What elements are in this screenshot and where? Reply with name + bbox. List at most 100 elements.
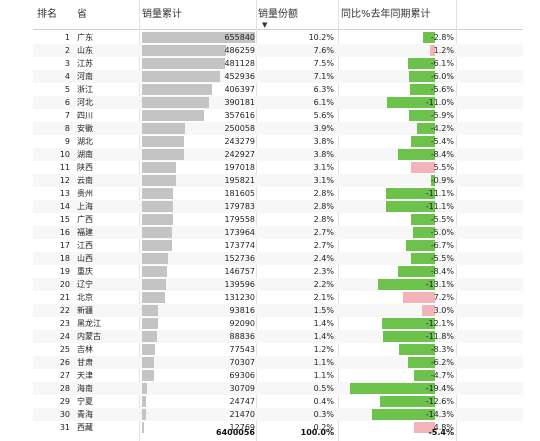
table-row[interactable]: 2 山东 486259 7.6% 1.2%: [0, 44, 540, 57]
province-cell: 云南: [77, 176, 93, 185]
total-yoy: -5.4%: [428, 428, 454, 437]
yoy-negative-bar: [414, 370, 435, 381]
table-row[interactable]: 14 上海 179783 2.8% -11.1%: [0, 200, 540, 213]
column-header-province[interactable]: 省: [77, 9, 87, 20]
yoy-value: -14.3%: [425, 410, 454, 419]
table-row[interactable]: 11 陕西 197018 3.1% 5.5%: [0, 161, 540, 174]
rank-cell: 23: [59, 319, 70, 328]
table-row[interactable]: 24 内蒙古 88836 1.4% -11.8%: [0, 330, 540, 343]
table-row[interactable]: 17 江西 173774 2.7% -6.7%: [0, 239, 540, 252]
sales-value: 152736: [224, 254, 255, 263]
rank-cell: 13: [59, 189, 70, 198]
table-row[interactable]: 19 重庆 146757 2.3% -8.4%: [0, 265, 540, 278]
yoy-negative-bar: [398, 266, 435, 277]
table-row[interactable]: 8 安徽 250058 3.9% -4.2%: [0, 122, 540, 135]
sales-bar: [142, 84, 213, 95]
table-row[interactable]: 30 青海 21470 0.3% -14.3%: [0, 408, 540, 421]
table-row[interactable]: 6 河北 390181 6.1% -11.0%: [0, 96, 540, 109]
sales-bar: [142, 409, 146, 420]
rank-cell: 10: [59, 150, 70, 159]
table-row[interactable]: 29 宁夏 24747 0.4% -12.6%: [0, 395, 540, 408]
share-value: 2.7%: [313, 241, 334, 250]
rank-cell: 8: [64, 124, 70, 133]
total-share: 100.0%: [300, 428, 334, 437]
share-value: 1.4%: [313, 319, 334, 328]
sales-value: 197018: [224, 163, 255, 172]
sales-bar: [142, 305, 159, 316]
table-row[interactable]: 13 贵州 181605 2.8% -11.1%: [0, 187, 540, 200]
table-row[interactable]: 12 云南 195821 3.1% -0.9%: [0, 174, 540, 187]
yoy-value: 3.0%: [433, 306, 454, 315]
province-cell: 浙江: [77, 85, 93, 94]
yoy-negative-bar: [410, 214, 435, 225]
yoy-value: -11.0%: [425, 98, 454, 107]
yoy-negative-bar: [386, 201, 435, 212]
share-value: 2.8%: [313, 189, 334, 198]
table-row[interactable]: 1 广东 655840 10.2% -2.8%: [0, 31, 540, 44]
table-row[interactable]: 15 广西 179558 2.8% -5.5%: [0, 213, 540, 226]
table-row[interactable]: 9 湖北 243279 3.8% -5.4%: [0, 135, 540, 148]
province-cell: 辽宁: [77, 280, 93, 289]
column-header-rank[interactable]: 排名: [37, 9, 57, 20]
table-row[interactable]: 7 四川 357616 5.6% -5.9%: [0, 109, 540, 122]
share-value: 0.3%: [313, 410, 334, 419]
table-row[interactable]: 20 辽宁 139596 2.2% -13.1%: [0, 278, 540, 291]
sort-descending-icon: ▼: [262, 21, 268, 29]
share-value: 1.1%: [313, 358, 334, 367]
rank-cell: 4: [64, 72, 70, 81]
table-row[interactable]: 27 天津 69306 1.1% -4.7%: [0, 369, 540, 382]
share-value: 2.3%: [313, 267, 334, 276]
table-row[interactable]: 18 山西 152736 2.4% -5.5%: [0, 252, 540, 265]
sales-value: 131230: [224, 293, 255, 302]
sales-value: 195821: [224, 176, 255, 185]
table-row[interactable]: 26 甘肃 70307 1.1% -6.2%: [0, 356, 540, 369]
yoy-value: 7.2%: [433, 293, 454, 302]
table-row[interactable]: 21 北京 131230 2.1% 7.2%: [0, 291, 540, 304]
table-row[interactable]: 10 湖南 242927 3.8% -8.4%: [0, 148, 540, 161]
rank-cell: 11: [59, 163, 70, 172]
column-header-sales[interactable]: 销量累计: [142, 9, 182, 20]
table-row[interactable]: 4 河南 452936 7.1% -6.0%: [0, 70, 540, 83]
yoy-value: -5.6%: [430, 85, 454, 94]
sales-value: 250058: [224, 124, 255, 133]
share-value: 2.4%: [313, 254, 334, 263]
province-cell: 湖南: [77, 150, 93, 159]
rank-cell: 29: [59, 397, 70, 406]
yoy-value: 1.2%: [433, 46, 454, 55]
table-row[interactable]: 16 福建 173964 2.7% -5.0%: [0, 226, 540, 239]
table-row[interactable]: 31 西藏 12769 0.2% 4.8%: [0, 421, 540, 434]
share-value: 6.3%: [313, 85, 334, 94]
yoy-negative-bar: [381, 318, 435, 329]
yoy-value: -6.1%: [430, 59, 454, 68]
sales-bar: [142, 383, 148, 394]
share-value: 7.6%: [313, 46, 334, 55]
province-cell: 青海: [77, 410, 93, 419]
table-row[interactable]: 23 黑龙江 92090 1.4% -12.1%: [0, 317, 540, 330]
province-cell: 山东: [77, 46, 93, 55]
column-header-share[interactable]: 销量份额: [258, 9, 298, 20]
column-divider: [456, 0, 457, 441]
yoy-value: -6.7%: [430, 241, 454, 250]
table-row[interactable]: 22 新疆 93816 1.5% 3.0%: [0, 304, 540, 317]
sales-bar: [142, 58, 225, 69]
table-row[interactable]: 28 海南 30709 0.5% -19.4%: [0, 382, 540, 395]
yoy-value: -12.6%: [425, 397, 454, 406]
rank-cell: 24: [59, 332, 70, 341]
sales-value: 181605: [224, 189, 255, 198]
share-value: 5.6%: [313, 111, 334, 120]
table-row[interactable]: 25 吉林 77543 1.2% -8.3%: [0, 343, 540, 356]
table-row[interactable]: 5 浙江 406397 6.3% -5.6%: [0, 83, 540, 96]
sales-value: 173964: [224, 228, 255, 237]
rank-cell: 1: [64, 33, 70, 42]
share-value: 1.5%: [313, 306, 334, 315]
yoy-negative-bar: [398, 344, 435, 355]
province-cell: 江苏: [77, 59, 93, 68]
yoy-negative-bar: [410, 253, 435, 264]
province-cell: 河南: [77, 72, 93, 81]
column-header-yoy[interactable]: 同比%去年同期累计: [341, 9, 431, 20]
province-cell: 重庆: [77, 267, 93, 276]
rank-cell: 30: [59, 410, 70, 419]
sales-bar: [142, 136, 184, 147]
sales-bar: [142, 32, 255, 43]
table-row[interactable]: 3 江苏 481128 7.5% -6.1%: [0, 57, 540, 70]
